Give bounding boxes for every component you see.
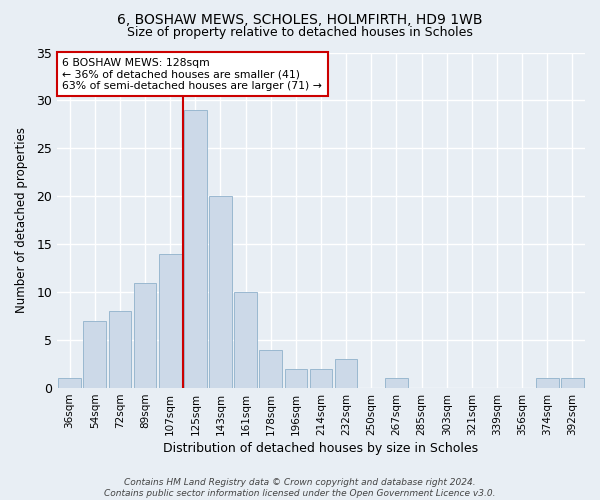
Bar [259,350,282,388]
Bar [284,369,307,388]
Bar [561,378,584,388]
X-axis label: Distribution of detached houses by size in Scholes: Distribution of detached houses by size … [163,442,479,455]
Text: Size of property relative to detached houses in Scholes: Size of property relative to detached ho… [127,26,473,39]
Bar [109,312,131,388]
Y-axis label: Number of detached properties: Number of detached properties [15,128,28,314]
Bar [159,254,182,388]
Bar [385,378,408,388]
Bar [83,321,106,388]
Bar [209,196,232,388]
Bar [235,292,257,388]
Bar [335,360,358,388]
Text: Contains HM Land Registry data © Crown copyright and database right 2024.
Contai: Contains HM Land Registry data © Crown c… [104,478,496,498]
Bar [134,282,157,388]
Text: 6 BOSHAW MEWS: 128sqm
← 36% of detached houses are smaller (41)
63% of semi-deta: 6 BOSHAW MEWS: 128sqm ← 36% of detached … [62,58,322,90]
Bar [536,378,559,388]
Bar [310,369,332,388]
Bar [184,110,206,388]
Bar [58,378,81,388]
Text: 6, BOSHAW MEWS, SCHOLES, HOLMFIRTH, HD9 1WB: 6, BOSHAW MEWS, SCHOLES, HOLMFIRTH, HD9 … [117,12,483,26]
